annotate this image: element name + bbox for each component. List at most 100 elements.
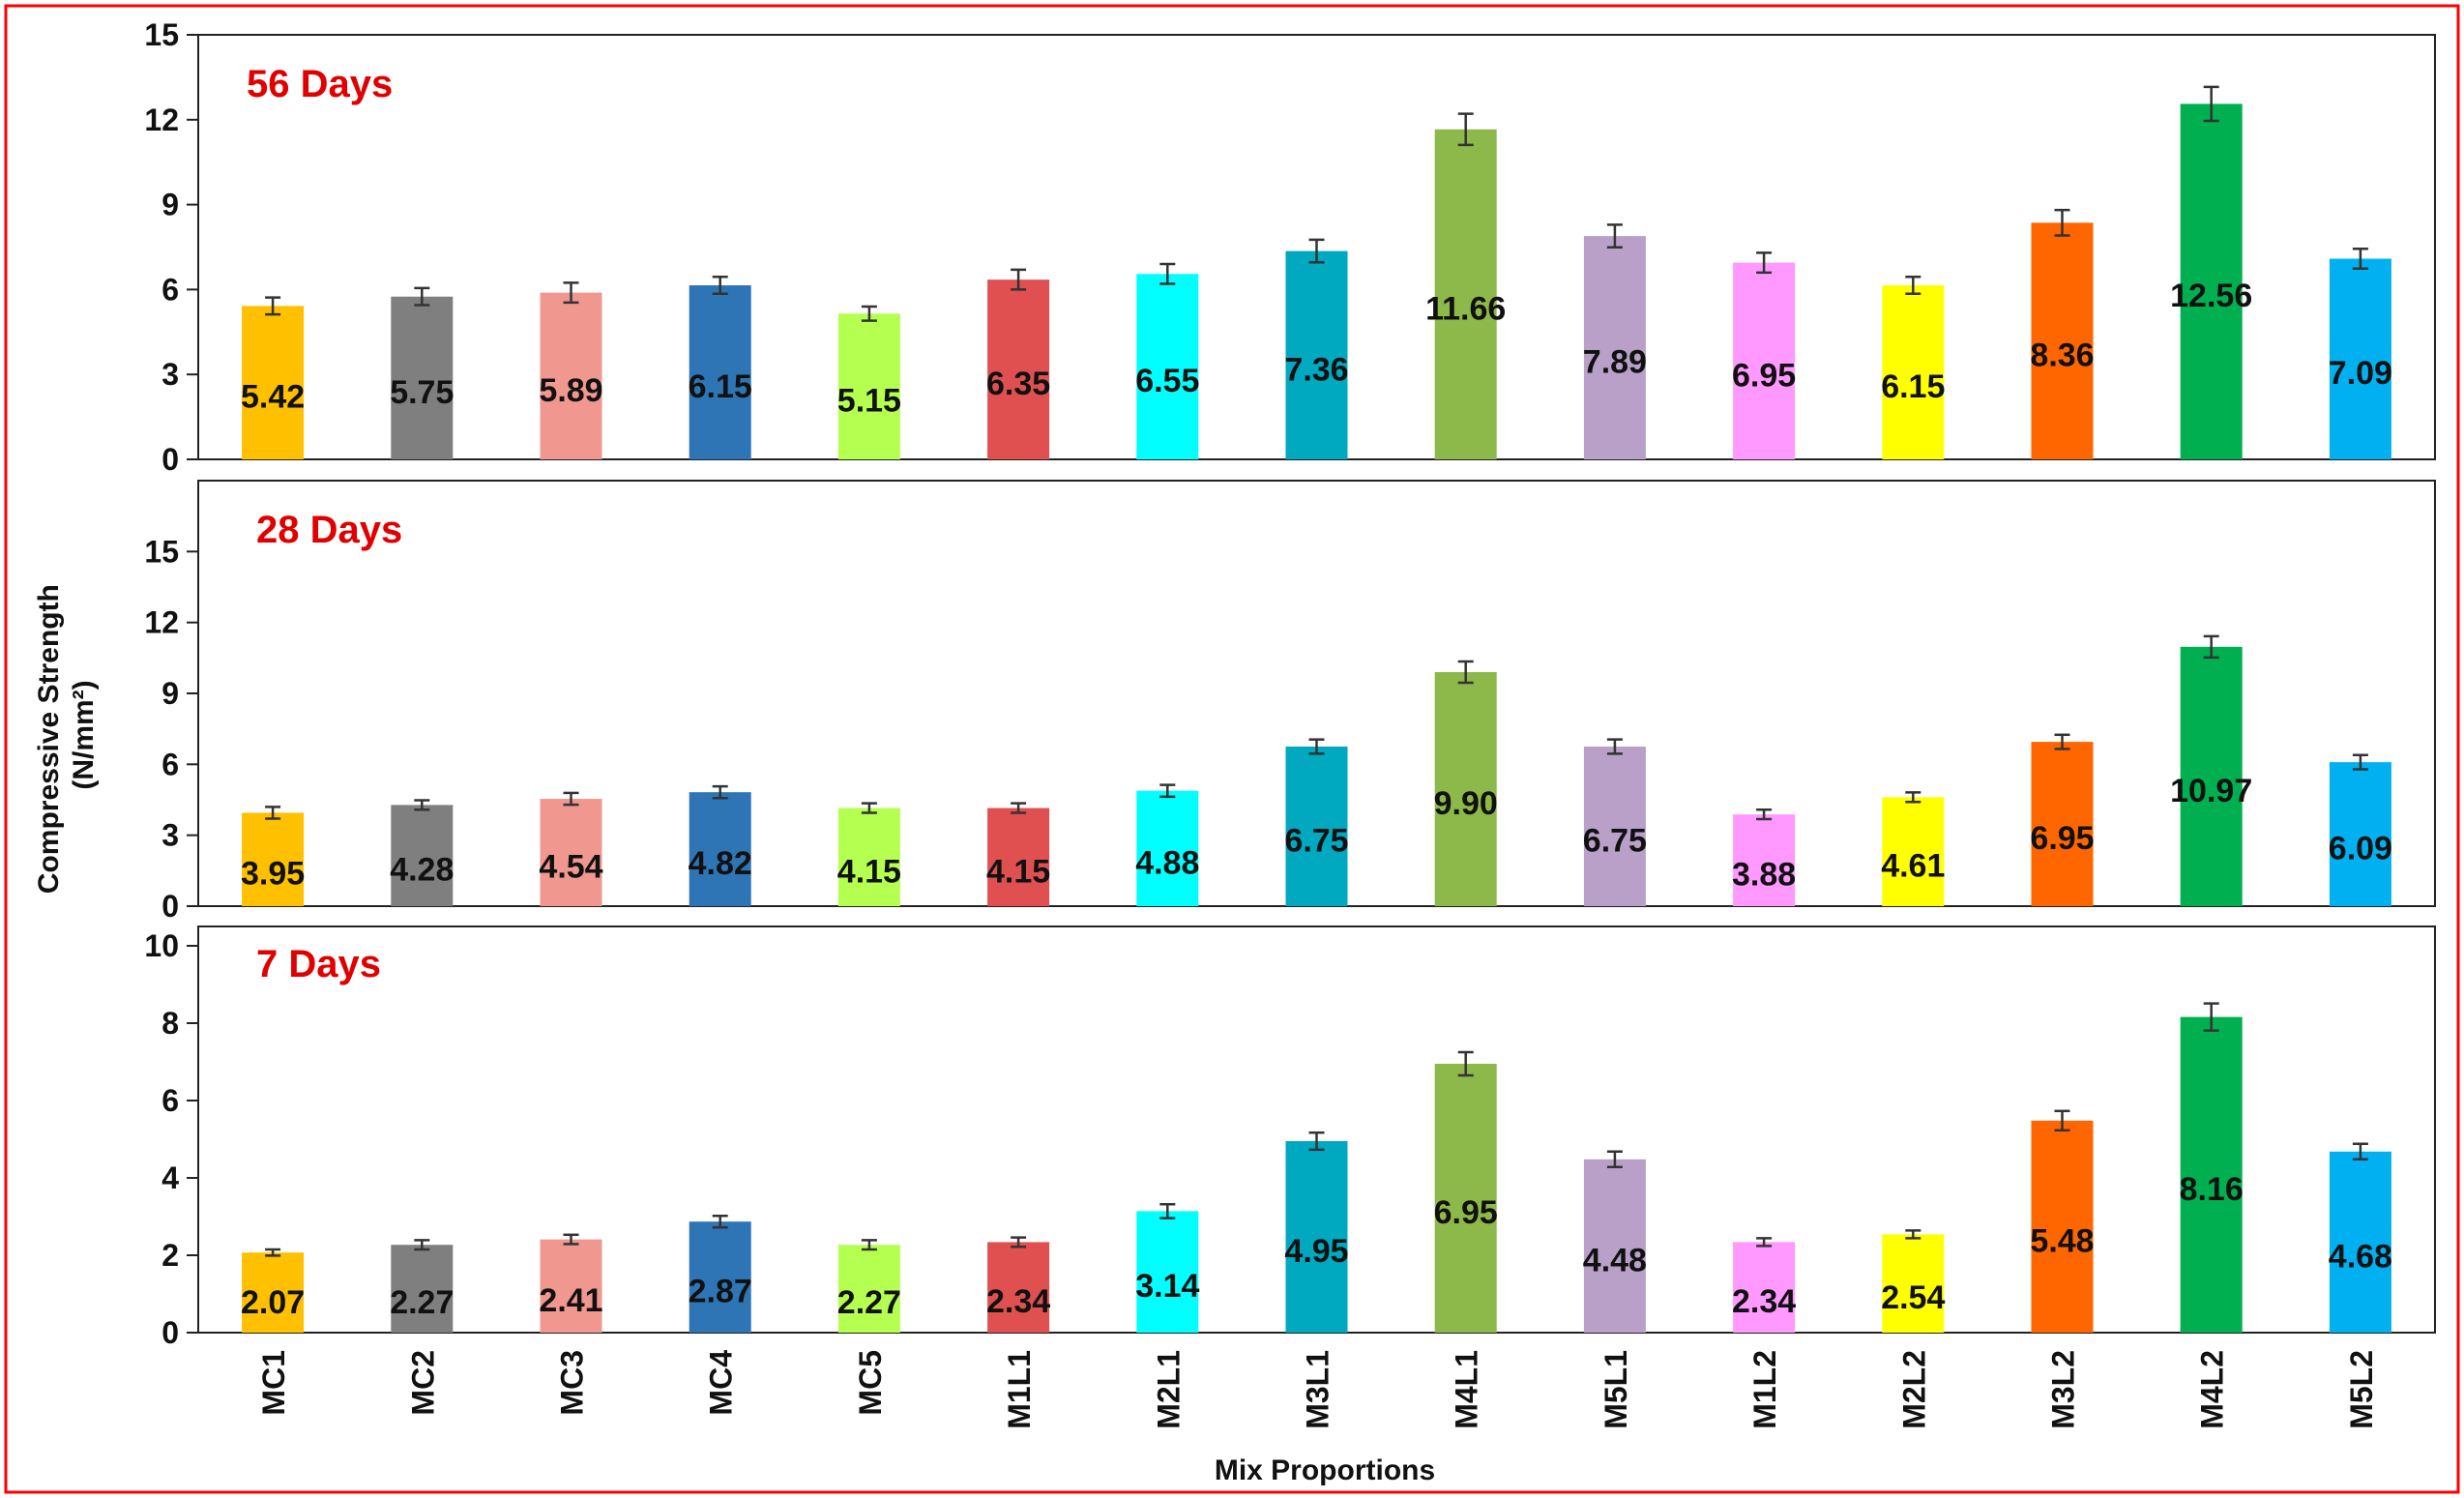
bar-mc2 <box>391 296 454 459</box>
bar-value-label: 10.97 <box>2170 773 2252 809</box>
bar-value-label: 3.88 <box>1732 857 1796 894</box>
bar-value-label: 11.66 <box>1425 290 1506 327</box>
bar-value-label: 2.27 <box>390 1284 454 1321</box>
bar-m1l1 <box>987 279 1050 459</box>
y-tick-label: 6 <box>161 747 179 781</box>
bar-value-label: 3.95 <box>241 856 305 893</box>
category-label-m5l1: M5L1 <box>1599 1350 1633 1429</box>
category-label-m3l2: M3L2 <box>2046 1350 2081 1429</box>
bar-value-label: 12.56 <box>2170 278 2252 314</box>
panel-title: 56 Days <box>247 63 393 105</box>
bar-m4l1 <box>1434 129 1497 459</box>
y-tick-label: 0 <box>161 442 179 477</box>
y-tick-label: 12 <box>144 103 179 137</box>
bar-mc2 <box>391 1245 454 1333</box>
bar-value-label: 4.54 <box>539 849 602 886</box>
panel-0: 0 3 6 9 12 15 56 Days 5.42 5.75 5.89 6.15 5.15 6.35 6… <box>144 17 2436 477</box>
bar-value-label: 6.95 <box>2030 820 2094 857</box>
bar-mc3 <box>540 292 602 459</box>
bar-m5l1 <box>1583 747 1646 906</box>
bar-mc1 <box>242 812 305 906</box>
bar-value-label: 8.16 <box>2180 1171 2244 1208</box>
y-tick-label: 10 <box>144 928 179 963</box>
bar-m4l1 <box>1434 1064 1497 1333</box>
category-label-m1l1: M1L1 <box>1002 1350 1037 1429</box>
bar-value-label: 4.88 <box>1135 844 1199 881</box>
bar-m1l1 <box>987 808 1050 906</box>
category-label-m1l2: M1L2 <box>1747 1350 1782 1429</box>
bar-value-label: 5.48 <box>2030 1222 2094 1259</box>
category-label-m5l2: M5L2 <box>2344 1350 2379 1429</box>
bar-mc5 <box>837 1245 900 1333</box>
bar-m5l2 <box>2329 258 2391 459</box>
bar-mc4 <box>689 792 751 906</box>
bar-mc4 <box>689 1221 751 1333</box>
bar-value-label: 5.75 <box>390 374 454 411</box>
y-tick-label: 9 <box>161 676 179 711</box>
bar-value-label: 4.61 <box>1881 848 1945 885</box>
bar-m3l2 <box>2031 742 2094 906</box>
bar-m1l2 <box>1733 1242 1796 1333</box>
bar-value-label: 8.36 <box>2030 338 2094 374</box>
bar-value-label: 6.75 <box>1284 823 1348 860</box>
bar-mc3 <box>540 799 602 906</box>
bar-mc3 <box>540 1239 602 1333</box>
outer-frame <box>4 4 2460 1494</box>
bar-mc5 <box>837 313 900 459</box>
bar-m5l1 <box>1583 1159 1646 1333</box>
category-label-m4l2: M4L2 <box>2195 1350 2230 1429</box>
bar-m4l2 <box>2180 646 2243 906</box>
bar-value-label: 4.15 <box>837 853 901 890</box>
bar-value-label: 6.35 <box>986 366 1050 402</box>
y-tick-label: 9 <box>161 188 179 222</box>
y-axis-title-line1: Compressive Strength <box>33 584 65 894</box>
panel-1: 0 3 6 9 12 15 28 Days 3.95 4.28 4.54 4.82 4.15 4.15 4… <box>144 480 2436 924</box>
category-label-m2l2: M2L2 <box>1896 1350 1931 1429</box>
bar-m2l2 <box>1882 285 1945 459</box>
bar-value-label: 6.95 <box>1434 1194 1498 1231</box>
y-tick-label: 4 <box>161 1160 179 1195</box>
bar-m2l1 <box>1136 274 1199 459</box>
bar-value-label: 2.41 <box>539 1282 602 1319</box>
y-tick-label: 2 <box>161 1238 179 1273</box>
bar-m4l2 <box>2180 103 2243 459</box>
bar-m4l2 <box>2180 1016 2243 1333</box>
bar-value-label: 5.15 <box>837 383 901 420</box>
bar-value-label: 4.95 <box>1284 1233 1348 1270</box>
bar-m2l2 <box>1882 1234 1945 1333</box>
bar-value-label: 4.15 <box>986 853 1050 890</box>
panel-title: 28 Days <box>256 509 402 551</box>
bar-value-label: 3.14 <box>1135 1268 1199 1305</box>
bar-mc1 <box>242 306 305 459</box>
bar-value-label: 4.28 <box>390 852 454 889</box>
bar-m5l2 <box>2329 1151 2391 1333</box>
bar-m1l1 <box>987 1242 1050 1333</box>
panel-title: 7 Days <box>256 943 381 985</box>
y-tick-label: 12 <box>144 605 179 640</box>
y-tick-label: 0 <box>161 1315 179 1350</box>
bar-m2l2 <box>1882 797 1945 906</box>
category-label-mc2: MC2 <box>405 1350 440 1416</box>
bar-value-label: 4.68 <box>2329 1238 2392 1275</box>
bar-m2l1 <box>1136 1211 1199 1333</box>
bar-m2l1 <box>1136 790 1199 906</box>
bar-mc1 <box>242 1252 305 1333</box>
bar-m4l1 <box>1434 672 1497 906</box>
y-axis-title: Compressive Strength (N/mm²) <box>33 576 100 894</box>
bar-m3l1 <box>1285 747 1348 906</box>
category-label-mc4: MC4 <box>704 1350 739 1416</box>
bar-value-label: 2.34 <box>986 1283 1050 1320</box>
y-tick-label: 3 <box>161 357 179 392</box>
x-axis-title: Mix Proportions <box>1215 1454 1435 1486</box>
bar-value-label: 6.15 <box>689 368 752 405</box>
bar-value-label: 7.36 <box>1284 351 1348 388</box>
y-tick-label: 8 <box>161 1006 179 1041</box>
bar-mc5 <box>837 808 900 906</box>
bar-value-label: 5.42 <box>241 379 305 416</box>
bar-value-label: 4.82 <box>689 845 752 882</box>
bar-m3l2 <box>2031 222 2094 459</box>
bar-value-label: 5.89 <box>539 372 602 409</box>
bar-value-label: 2.27 <box>837 1284 901 1321</box>
bar-value-label: 6.55 <box>1135 363 1199 399</box>
